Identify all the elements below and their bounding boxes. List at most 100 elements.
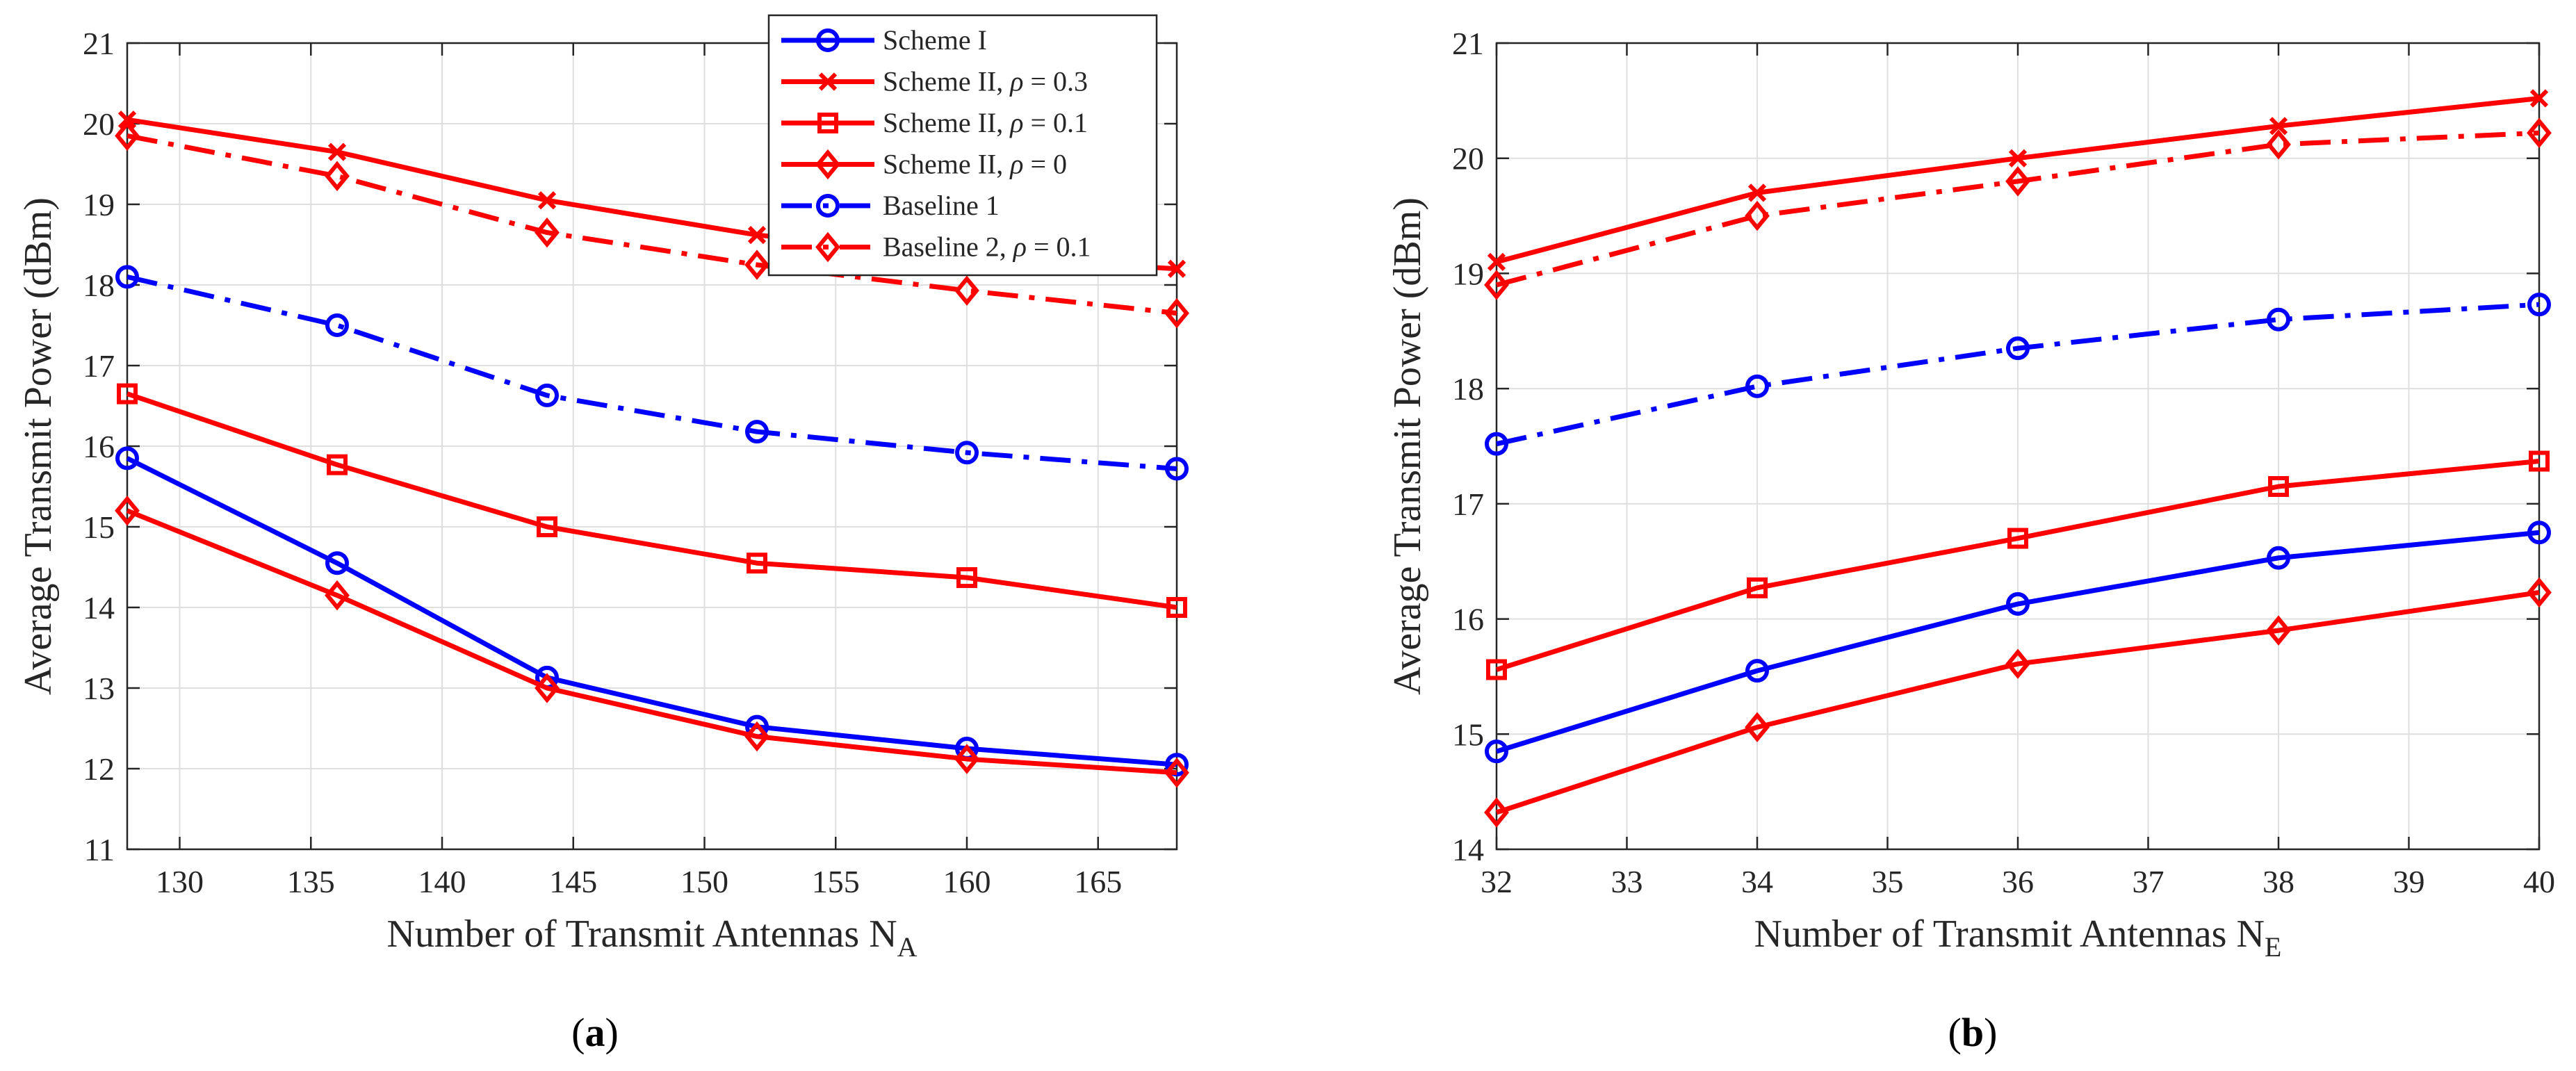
- series-baseline-2-0-1: [115, 120, 1189, 329]
- y-tick-label: 14: [1452, 832, 1484, 867]
- series-line: [1496, 302, 2540, 447]
- legend-marker: [816, 28, 840, 52]
- data-point: [2006, 336, 2030, 361]
- series-line: [126, 456, 1177, 767]
- legend-marker: [817, 113, 838, 133]
- data-point: [2269, 117, 2288, 136]
- y-tick-label: 19: [1452, 256, 1484, 291]
- x-tick-label: 33: [1611, 864, 1643, 899]
- y-tick-label: 19: [83, 187, 115, 222]
- data-point: [1745, 200, 1770, 231]
- legend-item: Baseline 2, ρ = 0.1: [781, 231, 1091, 263]
- y-tick-label: 13: [83, 671, 115, 706]
- legend-item: Scheme II, ρ = 0.1: [781, 107, 1088, 138]
- y-tick-label: 20: [1452, 141, 1484, 177]
- y-tick-label: 18: [1452, 371, 1484, 407]
- y-tick-label: 21: [83, 26, 115, 61]
- rho-symbol: ρ: [1009, 66, 1023, 97]
- y-tick-label: 21: [1452, 26, 1484, 61]
- caption-letter: a: [585, 1010, 605, 1055]
- rho-symbol: ρ: [1012, 231, 1027, 263]
- data-point: [955, 441, 979, 465]
- y-tick-label: 17: [1452, 487, 1484, 522]
- data-point: [956, 567, 977, 589]
- chart-panel-a: 130 135 140 145 150 155 160 165 11 12 13 14 15 16 17 18…: [17, 14, 1189, 963]
- data-point: [1747, 183, 1767, 202]
- series-line: [127, 274, 1177, 471]
- data-point: [1486, 659, 1507, 680]
- data-point: [327, 454, 348, 475]
- legend-box: [767, 14, 1158, 277]
- data-point: [1747, 577, 1768, 598]
- legend: Scheme I Scheme II, ρ = 0.3 Scheme II, ρ =…: [767, 14, 1158, 277]
- x-tick-label: 140: [418, 864, 466, 899]
- caption-b: (b): [1948, 1010, 1998, 1055]
- data-point: [2527, 521, 2551, 545]
- series-line: [126, 391, 1177, 610]
- data-point: [2007, 528, 2028, 549]
- x-tick-label: 36: [2002, 864, 2034, 899]
- x-tick-label: 130: [156, 864, 204, 899]
- data-point: [1484, 797, 1509, 828]
- x-axis-title: Number of Transmit Antennas NA: [386, 913, 917, 963]
- series-line: [1495, 530, 2540, 754]
- legend-label: Scheme II, ρ = 0.1: [883, 107, 1088, 138]
- series-baseline-1: [115, 265, 1189, 481]
- data-point: [744, 721, 769, 752]
- data-point: [1164, 758, 1189, 788]
- data-point: [1487, 252, 1506, 271]
- series-scheme-ii-rho-0-3: [1487, 89, 2549, 271]
- data-point: [954, 744, 979, 774]
- legend-label: Scheme II, ρ = 0.3: [883, 66, 1088, 97]
- series-line: [126, 508, 1177, 776]
- data-point: [325, 161, 350, 192]
- y-tick-label: 15: [1452, 717, 1484, 752]
- data-point: [115, 120, 140, 152]
- data-point: [2267, 307, 2290, 332]
- y-axis-title: Average Transmit Power (dBm): [17, 197, 60, 695]
- series-scheme-i: [115, 446, 1189, 777]
- x-tick-label: 35: [1872, 864, 1904, 899]
- x-tick-label: 34: [1741, 864, 1773, 899]
- x-tick-label: 32: [1481, 864, 1513, 899]
- x-tick-label: 40: [2523, 864, 2555, 899]
- chart-panel-b: 32 33 34 35 36 37 38 39 40 14 15 16 17 18 19 20 21 Number…: [1386, 26, 2555, 963]
- rho-symbol: ρ: [1009, 107, 1023, 138]
- x-tick-label: 165: [1074, 864, 1122, 899]
- series-baseline-1: [1485, 293, 2551, 456]
- legend-item: Scheme I: [781, 24, 987, 56]
- x-tick-label: 38: [2263, 864, 2294, 899]
- data-point: [747, 225, 767, 245]
- legend-label: Scheme I: [883, 24, 987, 56]
- legend-label: Baseline 2, ρ = 0.1: [883, 231, 1091, 263]
- data-point: [2005, 648, 2030, 679]
- data-point: [1167, 259, 1187, 278]
- data-point: [1165, 457, 1189, 481]
- x-tick-label: 39: [2393, 864, 2425, 899]
- data-point: [1745, 374, 1769, 398]
- data-point: [537, 191, 557, 210]
- data-point: [1485, 432, 1508, 456]
- x-axis-title-subscript: A: [897, 931, 918, 963]
- data-point: [2527, 117, 2552, 148]
- data-point: [2529, 450, 2550, 472]
- caption-letter: b: [1962, 1010, 1984, 1055]
- y-tick-label: 15: [83, 509, 115, 545]
- y-axis-title: Average Transmit Power (dBm): [1386, 197, 1429, 695]
- data-point: [2008, 149, 2028, 167]
- legend-marker: [816, 194, 840, 218]
- data-point: [744, 250, 769, 280]
- legend-marker: [815, 231, 840, 263]
- y-tick-label: 17: [83, 348, 115, 384]
- data-point: [2267, 546, 2290, 570]
- x-axis-title: Number of Transmit Antennas NE: [1754, 913, 2282, 963]
- data-point: [1745, 659, 1769, 683]
- data-point: [747, 553, 767, 574]
- y-tick-label: 12: [83, 751, 115, 787]
- data-point: [745, 420, 769, 444]
- data-point: [325, 551, 349, 575]
- data-point: [325, 313, 349, 337]
- series-scheme-ii-0-1: [117, 383, 1187, 618]
- data-point: [537, 516, 557, 537]
- y-tick-label: 16: [1452, 602, 1484, 637]
